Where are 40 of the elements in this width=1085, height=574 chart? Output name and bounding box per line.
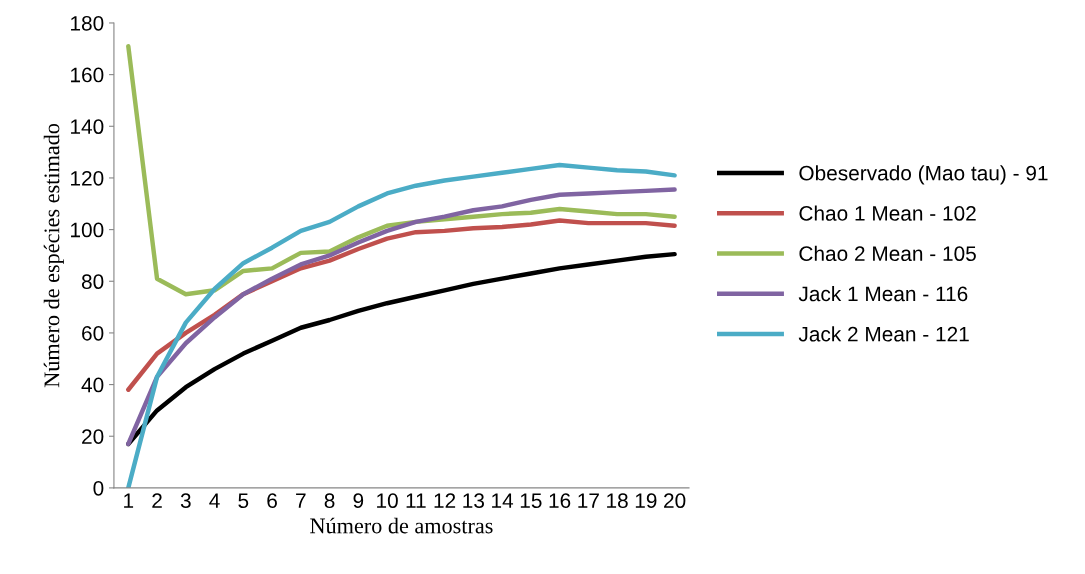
x-tick-label: 16 (549, 493, 571, 509)
x-tick-label: 4 (209, 493, 220, 508)
legend-label: Obeservado (Mao tau) - 91 (799, 165, 1048, 185)
line-series (126, 162, 677, 488)
x-tick-label: 2 (152, 493, 162, 508)
y-tick-label: 40 (81, 377, 104, 393)
x-tick-label: 1 (124, 493, 134, 508)
x-tick-label: 5 (238, 493, 249, 509)
y-tick-label: 80 (81, 274, 104, 290)
x-tick-label: 9 (353, 493, 364, 509)
x-axis-title: Número de amostras (310, 517, 493, 534)
line-series (126, 43, 677, 297)
y-tick-label: 20 (82, 429, 104, 444)
y-tick-label: 140 (71, 119, 104, 135)
x-tick-label: 6 (267, 493, 277, 509)
line-series (126, 187, 677, 447)
x-tick-label: 20 (664, 493, 686, 509)
x-tick-label: 14 (492, 493, 514, 508)
y-tick-label: 0 (93, 480, 104, 496)
x-tick-label: 13 (463, 493, 484, 509)
y-tick-label: 160 (71, 67, 104, 83)
x-tick-label: 8 (324, 493, 335, 509)
x-tick-label: 17 (578, 493, 599, 508)
x-tick-label: 19 (635, 493, 657, 509)
legend-label: Chao 1 Mean - 102 (799, 205, 976, 221)
y-tick-label: 120 (71, 170, 104, 186)
x-tick-label: 15 (520, 493, 542, 509)
x-tick-label: 11 (406, 493, 426, 508)
y-tick-label: 100 (71, 222, 104, 238)
y-tick-label: 60 (82, 325, 104, 341)
x-tick-label: 18 (607, 493, 628, 509)
x-tick-label: 12 (434, 493, 456, 508)
y-axis-title: Número de espécies estimado (43, 123, 64, 388)
x-tick-label: 10 (377, 493, 398, 509)
legend-label: Chao 2 Mean - 105 (799, 245, 976, 262)
legend-label: Jack 2 Mean - 121 (798, 326, 969, 342)
legend-label: Jack 1 Mean - 116 (798, 285, 968, 302)
x-tick-label: 7 (296, 493, 306, 508)
x-tick-label: 3 (180, 493, 191, 509)
y-tick-label: 180 (71, 15, 104, 31)
